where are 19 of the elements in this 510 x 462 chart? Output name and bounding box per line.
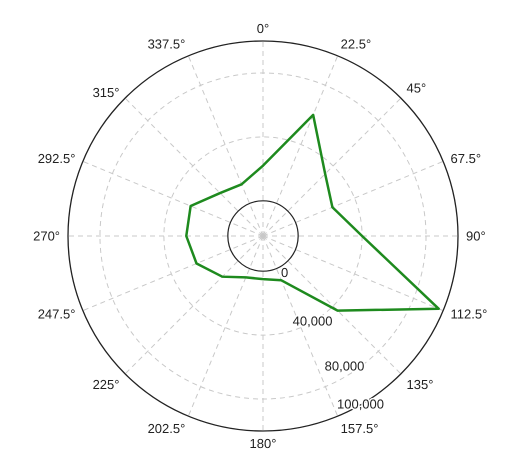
- spoke-label: 90°: [466, 228, 486, 244]
- y-tick-label: 80,000: [324, 358, 364, 374]
- spoke-label: 225°: [92, 376, 120, 392]
- spoke-label: 292.5°: [38, 150, 76, 166]
- spoke-label: 202.5°: [148, 420, 186, 436]
- spoke-label: 180°: [250, 436, 276, 452]
- spoke-label: 112.5°: [450, 306, 488, 322]
- spoke-label: 270°: [33, 228, 60, 244]
- spoke-label: 45°: [406, 80, 426, 96]
- spoke-label: 337.5°: [148, 36, 186, 52]
- spoke-label: 247.5°: [38, 306, 76, 322]
- spoke-label: 135°: [406, 376, 434, 392]
- y-tick-label: 0: [280, 264, 288, 280]
- spoke-label: 315°: [92, 85, 120, 100]
- spoke-label: 157.5°: [340, 420, 378, 436]
- spoke-label: 22.5°: [340, 36, 372, 52]
- spoke-label: 67.5°: [450, 150, 482, 166]
- y-tick-label: 40,000: [292, 313, 332, 328]
- spoke-label: 0°: [256, 21, 270, 36]
